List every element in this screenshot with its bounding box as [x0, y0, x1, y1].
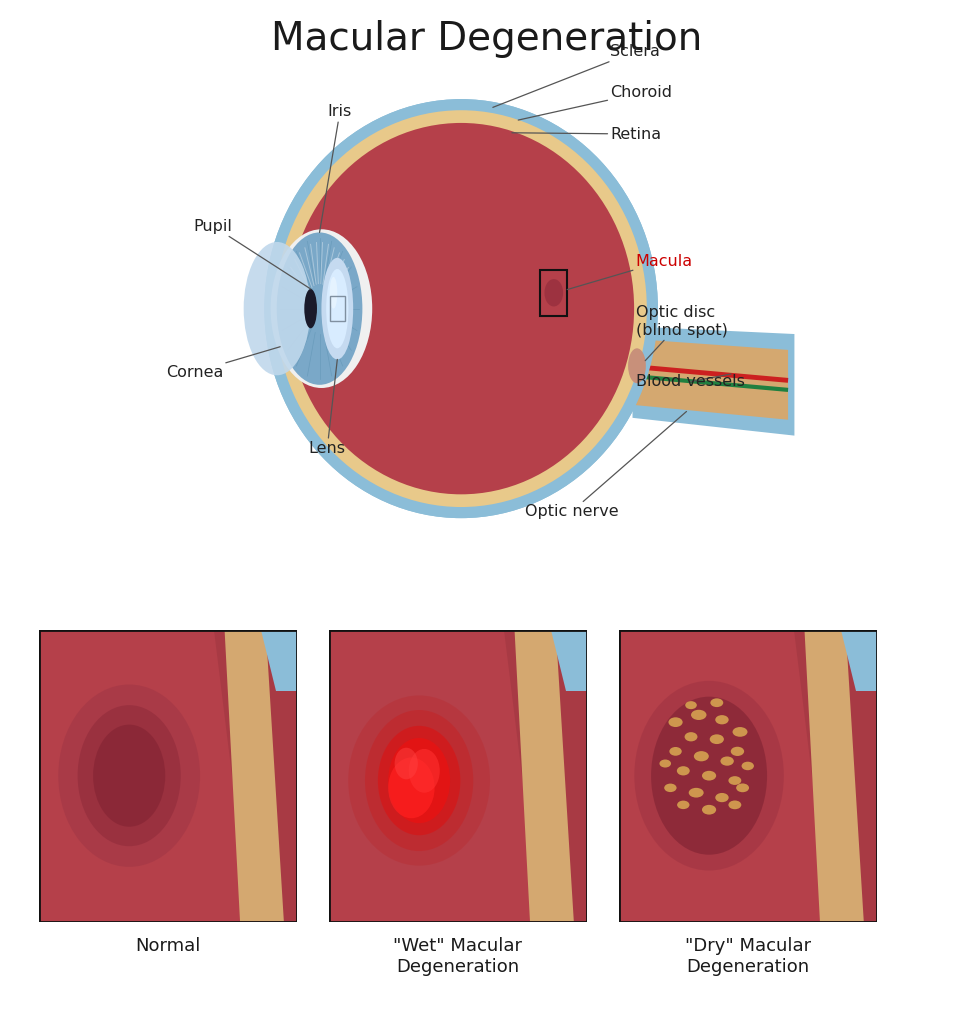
Text: "Dry" Macular
Degeneration: "Dry" Macular Degeneration — [685, 937, 811, 976]
Polygon shape — [225, 630, 284, 922]
Ellipse shape — [709, 734, 724, 744]
Ellipse shape — [326, 269, 348, 348]
Polygon shape — [214, 630, 297, 922]
Text: Lens: Lens — [308, 359, 345, 456]
Ellipse shape — [660, 760, 671, 768]
Polygon shape — [635, 339, 788, 420]
Ellipse shape — [737, 783, 749, 793]
Ellipse shape — [720, 757, 734, 766]
Ellipse shape — [729, 776, 741, 785]
Ellipse shape — [270, 229, 373, 388]
Text: "Wet" Macular
Degeneration: "Wet" Macular Degeneration — [393, 937, 523, 976]
Text: Macular Degeneration: Macular Degeneration — [270, 19, 703, 57]
Ellipse shape — [58, 684, 200, 867]
Ellipse shape — [93, 725, 165, 826]
Ellipse shape — [321, 258, 353, 359]
Ellipse shape — [395, 748, 417, 779]
Text: Macula: Macula — [567, 254, 693, 290]
Text: Normal: Normal — [135, 937, 200, 955]
Ellipse shape — [689, 787, 703, 798]
Ellipse shape — [685, 701, 697, 710]
Text: Pupil: Pupil — [194, 218, 310, 289]
Ellipse shape — [694, 752, 708, 761]
Polygon shape — [794, 630, 877, 922]
Ellipse shape — [629, 348, 646, 383]
Ellipse shape — [388, 738, 450, 823]
Ellipse shape — [715, 793, 729, 802]
Polygon shape — [515, 630, 574, 922]
Ellipse shape — [677, 801, 690, 809]
Ellipse shape — [702, 771, 716, 780]
Ellipse shape — [409, 749, 440, 793]
Ellipse shape — [685, 732, 698, 741]
Ellipse shape — [545, 280, 563, 306]
Polygon shape — [551, 630, 587, 690]
Text: Iris: Iris — [319, 104, 352, 232]
Ellipse shape — [691, 710, 706, 720]
Text: Optic nerve: Optic nerve — [524, 412, 687, 519]
Ellipse shape — [741, 762, 754, 770]
Ellipse shape — [677, 766, 690, 775]
Ellipse shape — [365, 710, 473, 851]
Ellipse shape — [669, 746, 682, 756]
Ellipse shape — [78, 706, 181, 846]
Ellipse shape — [348, 695, 490, 865]
Ellipse shape — [378, 726, 460, 836]
Ellipse shape — [275, 111, 647, 507]
Ellipse shape — [702, 805, 716, 815]
Ellipse shape — [665, 783, 676, 793]
Ellipse shape — [668, 718, 683, 727]
Bar — [330, 296, 344, 322]
Ellipse shape — [265, 99, 658, 518]
Ellipse shape — [276, 232, 362, 385]
Text: Blood vessels: Blood vessels — [635, 374, 744, 389]
Ellipse shape — [651, 696, 767, 855]
Ellipse shape — [330, 276, 338, 308]
Ellipse shape — [715, 715, 729, 724]
Polygon shape — [504, 630, 587, 922]
Text: Cornea: Cornea — [165, 347, 280, 380]
Polygon shape — [261, 630, 297, 690]
Ellipse shape — [288, 123, 634, 495]
Ellipse shape — [634, 681, 784, 870]
Ellipse shape — [731, 746, 744, 756]
Bar — [540, 270, 567, 315]
Ellipse shape — [305, 289, 317, 329]
Text: Optic disc
(blind spot): Optic disc (blind spot) — [635, 305, 728, 360]
Ellipse shape — [265, 99, 658, 518]
Ellipse shape — [275, 111, 647, 507]
Text: Sclera: Sclera — [493, 44, 660, 108]
Text: Choroid: Choroid — [519, 85, 672, 120]
Ellipse shape — [710, 698, 723, 708]
Ellipse shape — [288, 123, 634, 495]
Text: Retina: Retina — [512, 127, 662, 141]
Polygon shape — [632, 327, 794, 435]
Polygon shape — [805, 630, 864, 922]
Ellipse shape — [388, 758, 435, 818]
Ellipse shape — [243, 242, 310, 376]
Ellipse shape — [729, 801, 741, 809]
Polygon shape — [841, 630, 877, 690]
Ellipse shape — [733, 727, 747, 737]
